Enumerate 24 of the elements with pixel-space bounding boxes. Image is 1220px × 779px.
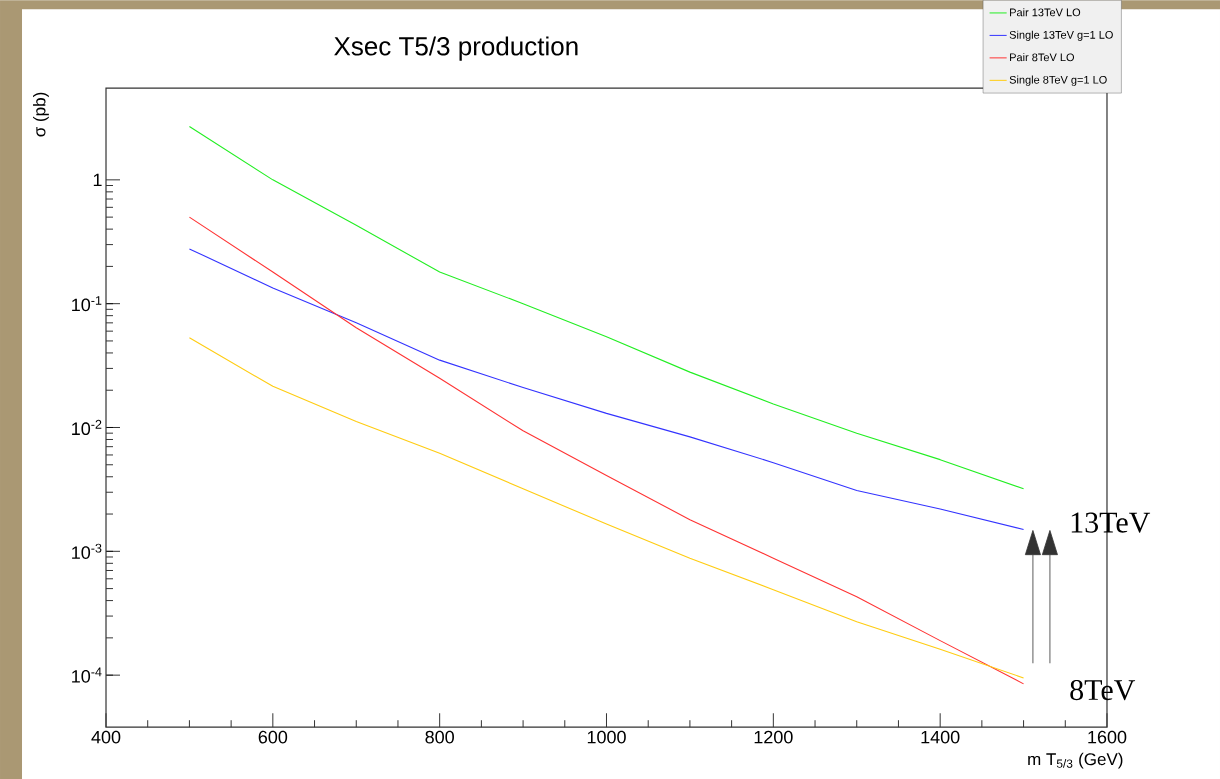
legend-label: Single 8TeV g=1 LO	[1009, 75, 1107, 86]
x-tick-label: 800	[425, 730, 454, 744]
legend-label: Pair 13TeV LO	[1010, 8, 1081, 17]
x-tick-label: 1400	[921, 730, 960, 744]
annotation: 8TeV	[1070, 679, 1136, 701]
x-tick-label: 600	[258, 730, 288, 744]
legend-label: Pair 8TeV LO	[1010, 53, 1075, 62]
y-tick-label: 1	[93, 173, 102, 186]
y-axis-title: σ (pb)	[33, 92, 49, 137]
annotation: 13TeV	[1071, 512, 1151, 533]
x-tick-label: 1200	[754, 730, 793, 744]
x-tick-label: 400	[91, 730, 121, 744]
line-series	[188, 125, 1025, 490]
x-tick-label: 1600	[1088, 730, 1127, 744]
y-tick-label: 10$^{-2}$	[72, 419, 102, 436]
legend-label: Single 13TeV g=1 LO	[1009, 30, 1113, 41]
x-axis-title: m T$_{5/3}$ (GeV)	[1028, 752, 1123, 769]
y-tick-label: 10$^{-1}$	[72, 296, 102, 312]
line-series	[188, 337, 1025, 679]
y-tick-label: 10$^{-4}$	[72, 667, 102, 683]
chart-title: Xsec T5/3 production	[334, 36, 578, 61]
x-tick-label: 1000	[587, 730, 626, 744]
line-series	[188, 216, 1025, 685]
y-tick-label: 10$^{-3}$	[72, 543, 102, 559]
